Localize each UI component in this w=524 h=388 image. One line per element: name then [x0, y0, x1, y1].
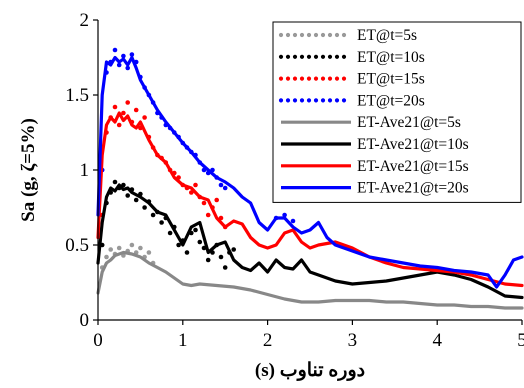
x-axis-title: دوره تناوب (s)	[255, 360, 365, 381]
point-et-t-10s	[150, 212, 156, 218]
legend-label-et-ave21-t-20s: ET-Ave21@t=20s	[357, 180, 469, 197]
point-et-t-20s	[121, 53, 126, 59]
legend-label-et-t-20s: ET@t=20s	[357, 92, 425, 109]
series-line-et-ave21-t-5s	[96, 250, 524, 310]
point-et-t-15s	[121, 110, 126, 116]
point-et-t-10s	[184, 250, 190, 255]
point-et-t-20s	[282, 212, 287, 218]
legend-label-et-t-15s: ET@t=15s	[357, 71, 425, 88]
legend-label-et-ave21-t-15s: ET-Ave21@t=15s	[357, 158, 469, 175]
point-et-t-15s	[133, 107, 139, 113]
series-line-et-ave21-t-15s	[96, 111, 524, 288]
y-tick-label: 1.5	[65, 85, 89, 106]
point-et-t-10s	[112, 179, 118, 185]
axis-titles-layer: دوره تناوب (s) Sa (g, ζ=5%)	[18, 118, 365, 381]
series-et-t-10s	[99, 179, 236, 270]
x-tick-label: 0	[93, 330, 103, 351]
point-et-t-15s	[214, 197, 219, 203]
point-et-t-15s	[201, 200, 207, 206]
point-et-t-10s	[167, 230, 173, 236]
x-tick-label: 3	[348, 330, 358, 351]
point-et-t-20s	[290, 218, 296, 224]
legend-label-et-ave21-t-5s: ET-Ave21@t=5s	[357, 114, 461, 131]
legend-label-et-ave21-t-10s: ET-Ave21@t=10s	[357, 136, 469, 153]
y-tick-label: 0	[80, 310, 90, 331]
x-tick-label: 4	[432, 330, 442, 351]
x-tick-label: 2	[263, 330, 273, 351]
point-et-t-5s	[129, 242, 135, 248]
point-et-t-5s	[108, 247, 113, 252]
point-et-t-10s	[159, 220, 164, 225]
point-et-t-15s	[142, 115, 147, 120]
point-et-t-15s	[193, 182, 198, 188]
series-line-et-ave21-t-10s	[96, 183, 524, 300]
point-et-t-10s	[205, 257, 211, 263]
axes-layer: 0 0.5 1 1.5 2 0 1 2 3 4 5	[65, 10, 524, 351]
point-et-t-10s	[142, 205, 147, 210]
point-et-t-20s	[125, 65, 130, 71]
point-et-t-5s	[146, 250, 152, 255]
y-tick-label: 1	[80, 160, 90, 181]
point-et-t-5s	[116, 245, 122, 251]
point-et-t-10s	[231, 247, 236, 252]
point-et-t-15s	[205, 212, 211, 218]
point-et-t-10s	[218, 254, 224, 260]
x-tick-label: 1	[178, 330, 188, 351]
series-line-et-ave21-t-20s	[96, 55, 524, 289]
y-tick-label: 0.5	[65, 235, 89, 256]
legend-label-et-t-5s: ET@t=5s	[357, 27, 417, 44]
point-et-t-20s	[222, 185, 228, 191]
point-et-t-15s	[116, 122, 122, 128]
point-et-t-20s	[112, 47, 118, 53]
series-layer	[96, 47, 524, 310]
point-et-t-10s	[125, 193, 130, 198]
point-et-t-10s	[193, 227, 198, 233]
point-et-t-5s	[104, 254, 109, 260]
point-et-t-10s	[133, 197, 139, 203]
point-et-t-15s	[112, 104, 118, 110]
legend-label-et-t-10s: ET@t=10s	[357, 49, 425, 66]
point-et-t-10s	[176, 242, 181, 248]
series-et-t-5s	[99, 242, 156, 270]
y-tick-label: 2	[80, 10, 90, 31]
point-et-t-20s	[218, 182, 224, 188]
point-et-t-10s	[197, 239, 203, 245]
point-et-t-20s	[129, 52, 135, 57]
legend: ET@t=5s ET@t=10s ET@t=15s ET@t=20s ET-Ave21@…	[272, 21, 522, 203]
point-et-t-10s	[222, 265, 228, 270]
point-et-t-20s	[116, 62, 122, 68]
x-tick-label: 5	[517, 330, 524, 351]
point-et-t-15s	[125, 100, 130, 105]
legend-box	[272, 21, 522, 203]
y-axis-title: Sa (g, ζ=5%)	[18, 118, 39, 222]
point-et-t-5s	[138, 245, 143, 251]
